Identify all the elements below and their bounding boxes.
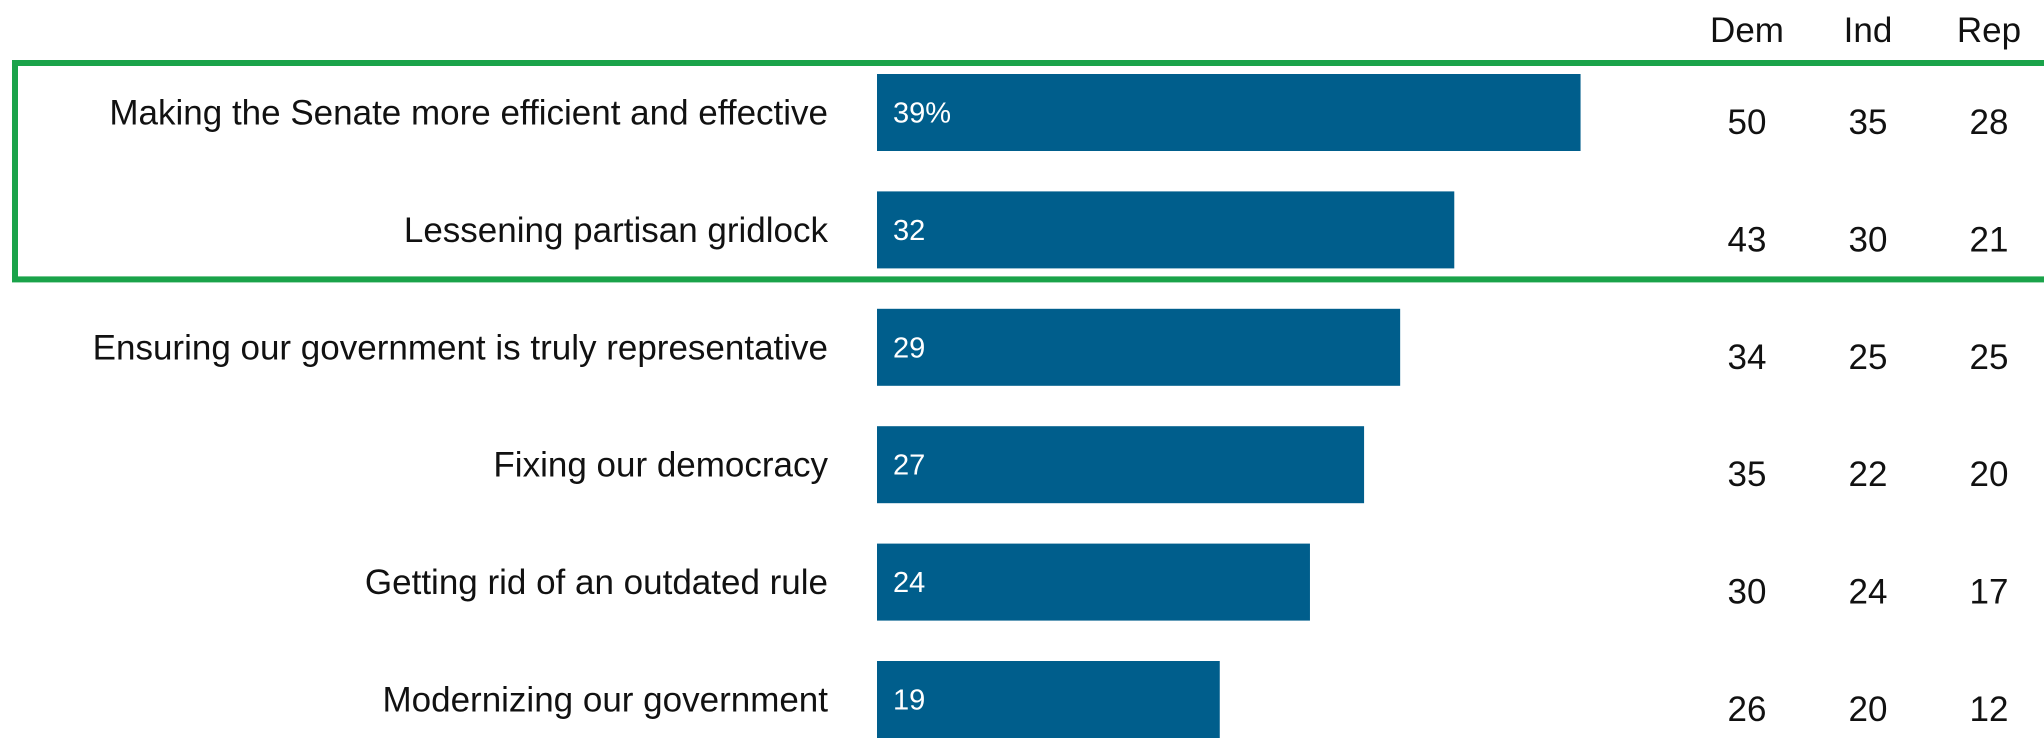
bar-data-label: 27	[893, 450, 925, 482]
table-value-dem: 34	[1728, 338, 1767, 377]
table-value-ind: 20	[1849, 690, 1888, 729]
table-value-rep: 28	[1970, 103, 2009, 142]
bar-data-label: 19	[893, 685, 925, 717]
bar	[877, 426, 1365, 504]
bar-data-label: 29	[893, 332, 925, 364]
bar	[877, 661, 1220, 738]
table-value-ind: 25	[1849, 338, 1888, 377]
table-value-rep: 20	[1970, 455, 2009, 494]
highlight-box	[12, 60, 2044, 283]
chart-row: Fixing our democracy 27 35 22 20	[493, 426, 2009, 504]
bar	[877, 308, 1401, 386]
bar-data-label: 32	[893, 215, 925, 247]
bar	[877, 543, 1310, 621]
bar	[877, 74, 1581, 151]
table-value-ind: 24	[1849, 573, 1888, 612]
table-value-rep: 25	[1970, 338, 2009, 377]
table-value-ind: 30	[1849, 220, 1888, 259]
category-label: Getting rid of an outdated rule	[365, 563, 828, 602]
category-label: Lessening partisan gridlock	[404, 211, 829, 250]
category-label: Modernizing our government	[382, 681, 828, 720]
chart-rows: Making the Senate more efficient and eff…	[93, 74, 2009, 738]
chart-row: Modernizing our government 19 26 20 12	[382, 661, 2008, 738]
table-value-dem: 26	[1728, 690, 1767, 729]
chart-row: Getting rid of an outdated rule 24 30 24 17	[365, 543, 2009, 621]
table-value-ind: 35	[1849, 103, 1888, 142]
table-value-ind: 22	[1849, 455, 1888, 494]
table-value-rep: 17	[1970, 573, 2009, 612]
bar-data-label: 39%	[893, 98, 951, 130]
column-header-dem: Dem	[1710, 11, 1784, 50]
table-value-rep: 21	[1970, 220, 2009, 259]
table-value-rep: 12	[1970, 690, 2009, 729]
chart-row: Lessening partisan gridlock 32 43 30 21	[404, 191, 2009, 269]
chart-row: Making the Senate more efficient and eff…	[109, 74, 2008, 151]
chart-row: Ensuring our government is truly represe…	[93, 308, 2009, 386]
category-label: Making the Senate more efficient and eff…	[109, 94, 828, 133]
column-header-rep: Rep	[1957, 11, 2021, 50]
table-value-dem: 30	[1728, 573, 1767, 612]
table-value-dem: 43	[1728, 220, 1767, 259]
column-headers: Dem Ind Rep	[1710, 11, 2021, 50]
category-label: Ensuring our government is truly represe…	[93, 328, 828, 367]
table-value-dem: 50	[1728, 103, 1767, 142]
bar	[877, 191, 1455, 269]
column-header-ind: Ind	[1844, 11, 1893, 50]
category-label: Fixing our democracy	[493, 446, 828, 485]
table-value-dem: 35	[1728, 455, 1767, 494]
highlight-box-layer	[12, 60, 2044, 283]
bar-data-label: 24	[893, 567, 925, 599]
